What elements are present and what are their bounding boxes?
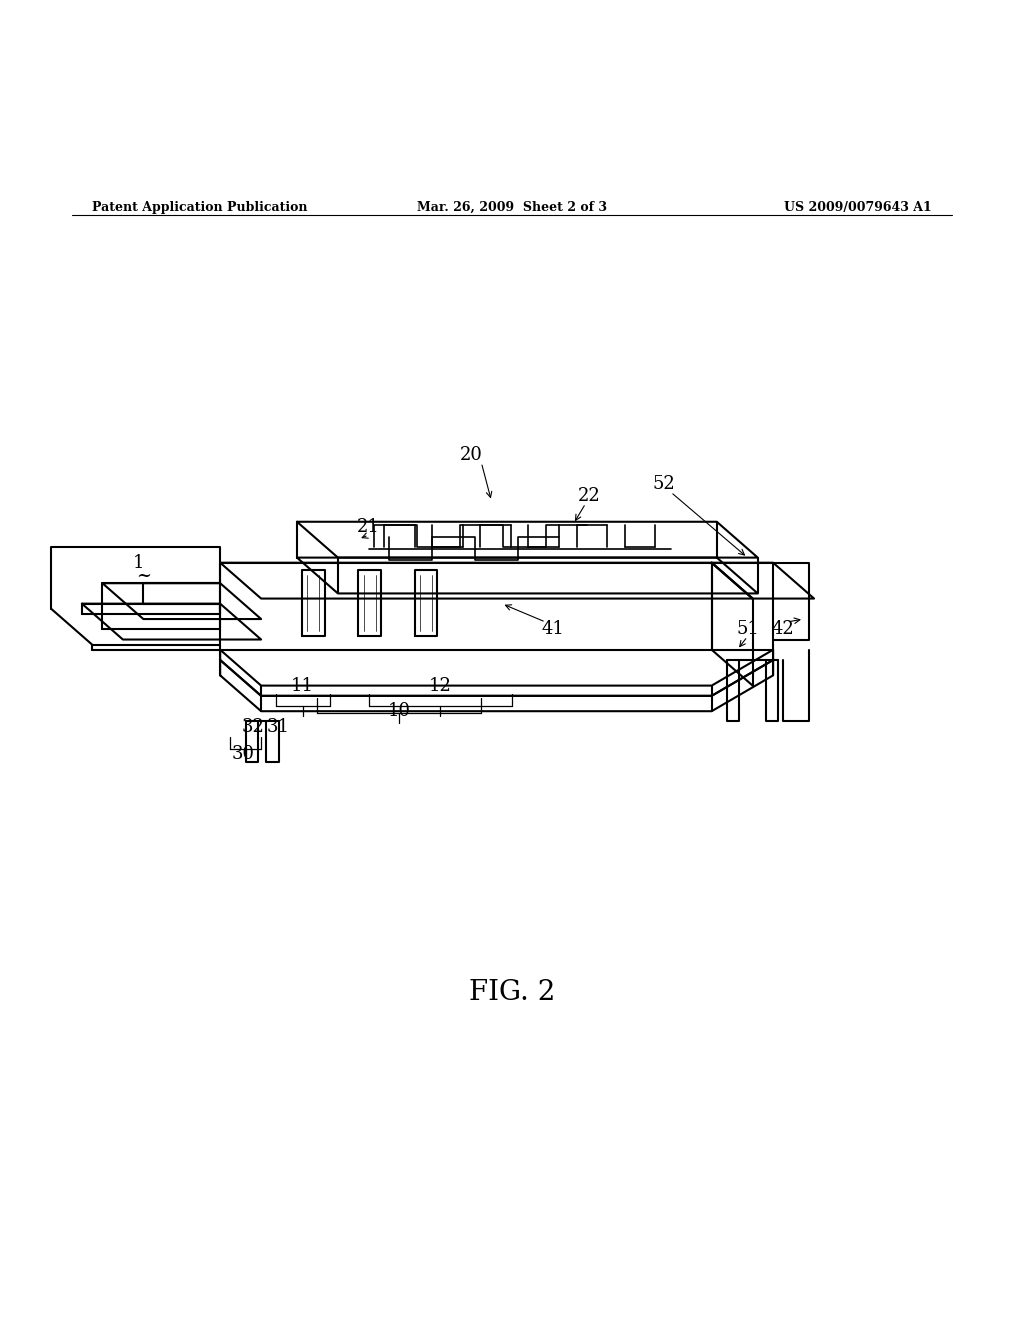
Text: 52: 52 xyxy=(652,475,675,492)
Text: 42: 42 xyxy=(772,620,795,639)
Text: 41: 41 xyxy=(542,620,564,639)
Text: 1: 1 xyxy=(132,553,144,572)
Text: ~: ~ xyxy=(136,568,151,585)
Text: Patent Application Publication: Patent Application Publication xyxy=(92,201,307,214)
Text: US 2009/0079643 A1: US 2009/0079643 A1 xyxy=(784,201,932,214)
Text: 10: 10 xyxy=(388,702,411,721)
Text: 11: 11 xyxy=(291,677,313,694)
Text: 22: 22 xyxy=(578,487,600,506)
Text: 21: 21 xyxy=(357,517,380,536)
Text: 51: 51 xyxy=(736,620,759,639)
Text: FIG. 2: FIG. 2 xyxy=(469,979,555,1006)
Text: 12: 12 xyxy=(429,677,452,694)
Text: 32: 32 xyxy=(242,718,264,735)
Text: 30: 30 xyxy=(231,746,254,763)
Text: 20: 20 xyxy=(460,446,482,465)
Text: Mar. 26, 2009  Sheet 2 of 3: Mar. 26, 2009 Sheet 2 of 3 xyxy=(417,201,607,214)
Text: 31: 31 xyxy=(267,718,290,735)
